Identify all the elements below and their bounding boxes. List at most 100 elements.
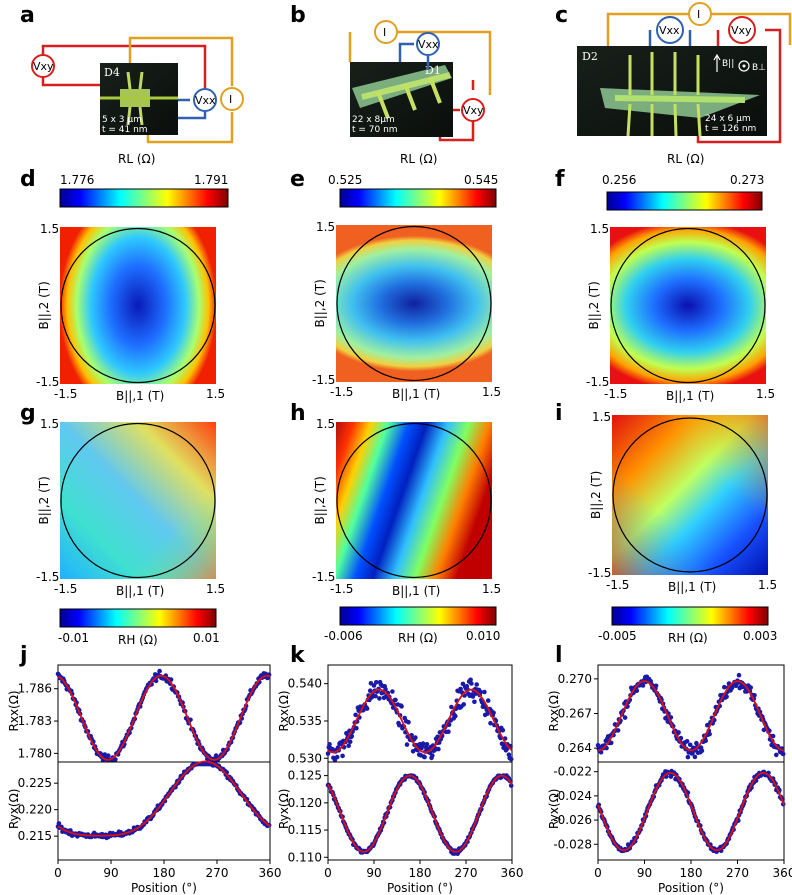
map-f-ytick-hi: 1.5: [590, 222, 609, 236]
data-point: [397, 722, 402, 728]
meter-label-vxx-a: Vxx: [195, 94, 216, 107]
map-i-xlabel: B||,1 (T): [668, 580, 716, 594]
panel-letter-l: l: [555, 643, 563, 668]
device-image-b: D1 22 x 8µm t = 70 nm: [350, 62, 453, 137]
xlabel: Position (°): [131, 881, 197, 895]
data-point: [413, 735, 418, 740]
panel-letter-e: e: [290, 167, 305, 192]
fit-curve: [597, 680, 785, 752]
data-point: [703, 738, 708, 743]
ytick-label: 0.225: [18, 776, 52, 790]
map-g: [60, 422, 216, 579]
plot-l-top: 0.264 0.267 0.270 Rxx(Ω): [547, 664, 786, 763]
data-point: [420, 741, 426, 746]
device-thick-a: t = 41 nm: [102, 125, 148, 135]
map-h-xtick-hi: 1.5: [482, 582, 501, 596]
data-point: [485, 698, 491, 703]
panel-letter-k: k: [290, 643, 306, 668]
ylabel: Ryx(Ω): [547, 789, 561, 829]
meter-label-i-c: I: [697, 8, 700, 21]
map-i-ytick-hi: 1.5: [592, 410, 611, 424]
device-dims-a: 5 x 3 µm: [102, 115, 142, 125]
ytick-label: 1.786: [18, 682, 52, 696]
data-point: [491, 710, 496, 716]
map-d-xlabel: B||,1 (T): [116, 389, 164, 403]
data-point: [500, 728, 506, 733]
xtick-label: 0: [54, 866, 62, 880]
data-point: [687, 742, 693, 748]
xtick-label: 360: [259, 866, 282, 880]
map-i-ytick-lo: -1.5: [588, 566, 611, 580]
map-e-xtick-lo: -1.5: [330, 385, 353, 399]
angle-plots: 1.7801.7831.786Rxx(Ω)0.2150.2200.225Ryx(…: [7, 664, 792, 895]
data-point: [640, 683, 646, 688]
map-g-xtick-hi: 1.5: [206, 582, 225, 596]
ytick-label: -0.026: [553, 813, 592, 827]
ytick-label: -0.022: [553, 765, 592, 779]
circuit-c: [606, 12, 792, 144]
data-point: [699, 748, 705, 754]
fit-curve: [327, 774, 513, 853]
colorbar-max-rh-i: 0.003: [743, 629, 777, 643]
data-point: [615, 728, 621, 733]
xtick-label: 0: [594, 866, 602, 880]
data-point: [752, 693, 757, 698]
colorbar-max-rl-e: 0.545: [464, 173, 498, 187]
device-image-a: D4 5 x 3 µm t = 41 nm: [100, 63, 178, 135]
map-f-xtick-lo: -1.5: [604, 387, 627, 401]
map-h-ytick-hi: 1.5: [316, 417, 335, 431]
data-point: [458, 686, 463, 692]
map-h: [336, 422, 492, 579]
data-point: [694, 740, 699, 746]
meter-label-i-a: I: [229, 93, 232, 106]
meter-label-vxy-c: Vxy: [731, 24, 752, 37]
field-label-bperp: B⊥: [752, 63, 766, 73]
colorbar-label-rh-h: RH (Ω): [398, 631, 438, 645]
data-point: [472, 699, 477, 705]
map-h-ylabel: B||,2 (T): [313, 476, 327, 524]
colorbar-min-rl-e: 0.525: [328, 173, 362, 187]
data-point: [353, 712, 358, 718]
data-point: [56, 821, 62, 826]
ytick-label: 0.530: [288, 751, 322, 765]
map-f-ylabel: B||,2 (T): [587, 281, 601, 329]
map-g-xtick-lo: -1.5: [54, 582, 77, 596]
colorbar-rl-d: RL (Ω) 1.776 1.791: [59, 152, 229, 208]
device-thick-b: t = 70 nm: [352, 125, 398, 135]
circuit-a: [41, 36, 234, 144]
meter-vxx-b: [416, 32, 440, 56]
ytick-label: 0.220: [18, 803, 52, 817]
map-f-xlabel: B||,1 (T): [666, 389, 714, 403]
data-point: [422, 754, 427, 760]
map-g-ytick-hi: 1.5: [40, 417, 59, 431]
data-point: [374, 680, 379, 685]
panel-letter-h: h: [290, 401, 306, 426]
ylabel: Rxx(Ω): [7, 690, 21, 731]
meter-label-vxy-a: Vxy: [33, 60, 54, 73]
meter-label-vxy-b: Vxy: [463, 104, 484, 117]
ytick-label: 0.215: [18, 829, 52, 843]
plot-k-bottom: 0.110 0.115 0.120 0.125 Ryx(Ω): [277, 761, 514, 864]
data-point: [153, 678, 159, 684]
data-point: [470, 694, 476, 699]
map-i: [612, 415, 768, 575]
field-label-bpar: B||: [722, 59, 734, 69]
map-d-ytick-lo: -1.5: [36, 375, 59, 389]
map-d-ytick-hi: 1.5: [40, 222, 59, 236]
panel-letter-j: j: [19, 643, 28, 668]
map-i-xtick-hi: 1.5: [758, 578, 777, 592]
data-point: [327, 742, 332, 747]
map-g-ytick-lo: -1.5: [36, 570, 59, 584]
data-point: [724, 694, 729, 699]
map-i-ylabel: B||,2 (T): [589, 471, 603, 519]
colorbar-label-rh-g: RH (Ω): [118, 633, 158, 647]
map-e-ylabel: B||,2 (T): [313, 279, 327, 327]
data-point: [676, 730, 681, 735]
xtick-label: 360: [501, 866, 524, 880]
ylabel: Ryx(Ω): [7, 789, 21, 829]
ytick-label: 0.535: [288, 714, 322, 728]
data-point: [106, 753, 111, 758]
data-point: [453, 713, 458, 719]
fit-curve: [597, 771, 785, 852]
